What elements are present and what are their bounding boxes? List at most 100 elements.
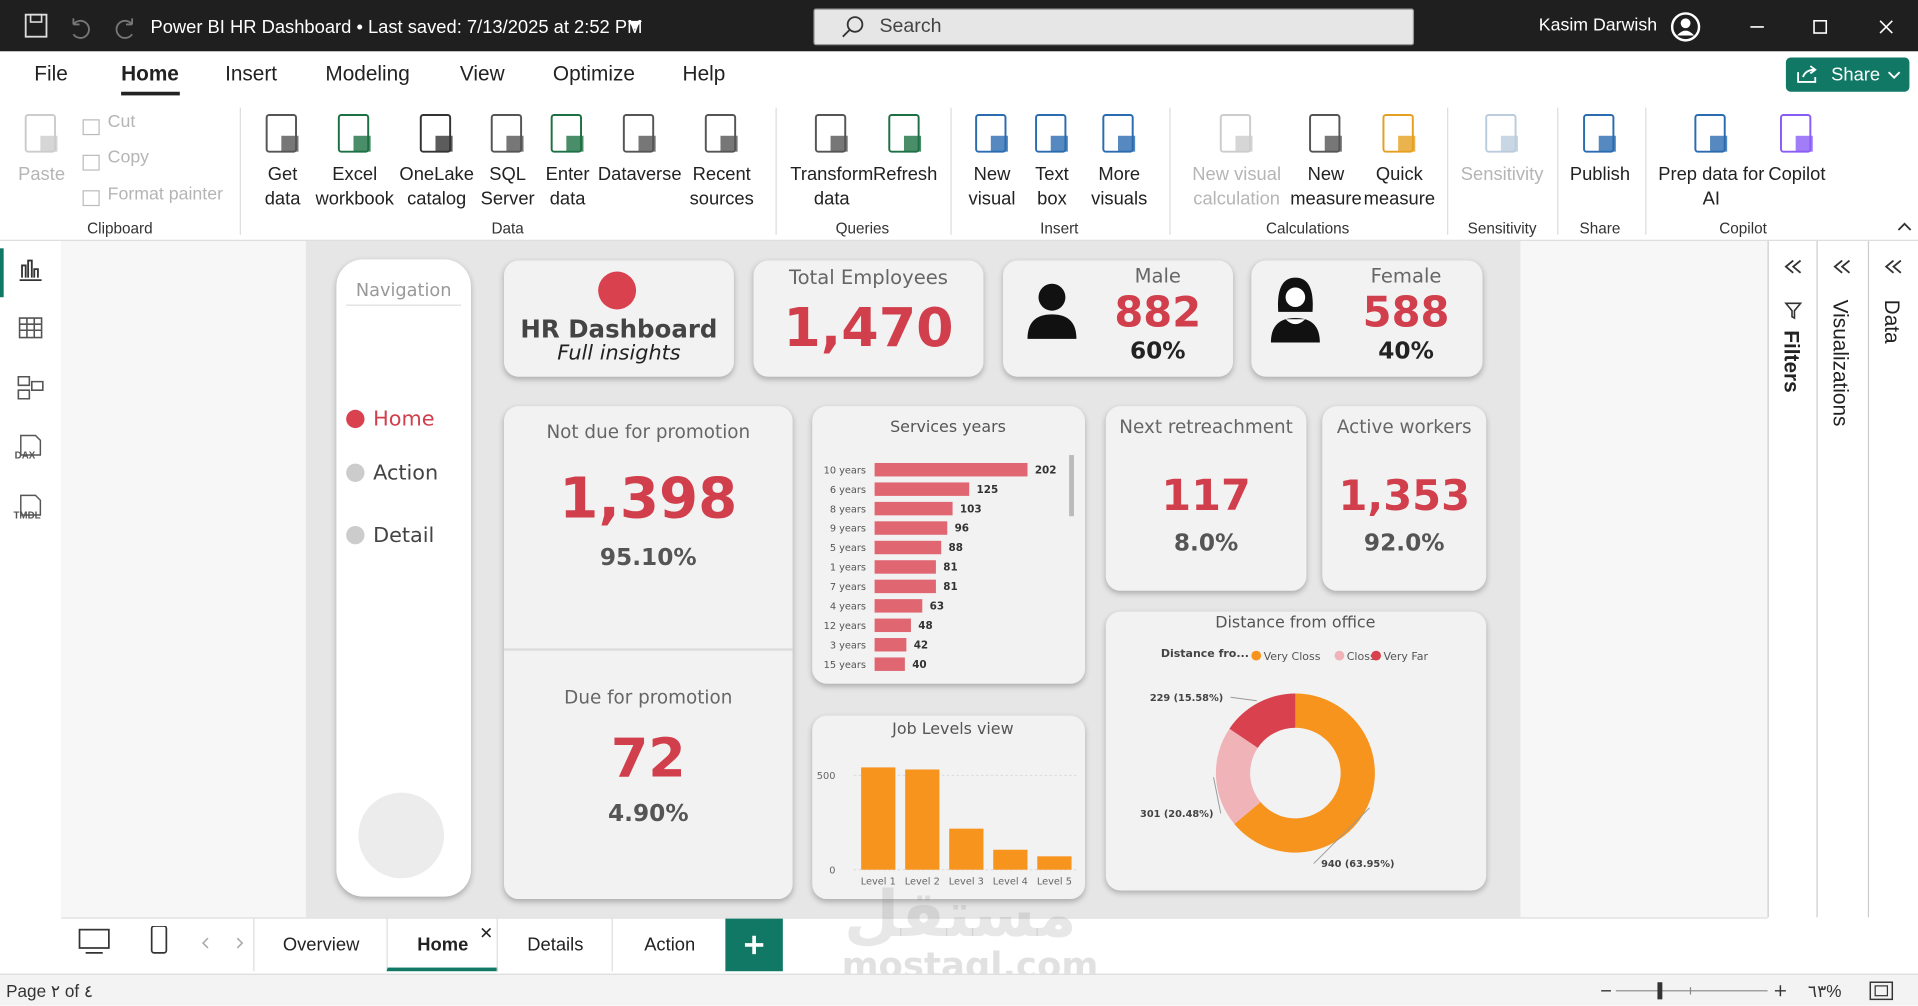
ribbon-button[interactable]: Text box: [1035, 163, 1069, 209]
data-label: 125: [977, 484, 999, 496]
page-tab[interactable]: Overview: [253, 917, 388, 972]
page-tab[interactable]: Action: [611, 917, 728, 972]
kpi-value: 1,470: [783, 297, 954, 360]
visualizations-pane[interactable]: Visualizations: [1816, 240, 1868, 918]
quick-access-icons: [24, 13, 134, 39]
menu-tab[interactable]: Insert: [225, 62, 278, 86]
ribbon-small-button[interactable]: Cut: [107, 112, 136, 133]
menu-tab[interactable]: Optimize: [552, 62, 635, 86]
kpi-value: 1,398: [559, 464, 738, 531]
icon-shape: [1583, 114, 1615, 153]
x-tick-label: Level 4: [993, 876, 1028, 887]
ribbon-small-button[interactable]: Copy: [107, 148, 150, 168]
ribbon-button[interactable]: Transform data: [790, 163, 874, 209]
expand-icon[interactable]: [1783, 258, 1803, 275]
ribbon-button[interactable]: OneLake catalog: [399, 163, 474, 209]
left-rail: DAX TMDL: [0, 240, 63, 918]
tmdl-view-icon[interactable]: [17, 494, 44, 516]
undo-icon[interactable]: [72, 18, 90, 39]
ribbon-button[interactable]: Prep data for AI: [1658, 163, 1765, 209]
fit-frame: [1869, 981, 1894, 1001]
data-pane[interactable]: Data: [1867, 240, 1918, 918]
expand-icon[interactable]: [1832, 258, 1852, 275]
ribbon-button[interactable]: New visual: [968, 163, 1016, 209]
ribbon-button[interactable]: Copilot: [1768, 163, 1826, 185]
zoom-in[interactable]: [1774, 985, 1786, 997]
ribbon-button[interactable]: Enter data: [545, 163, 590, 209]
zoom-slider[interactable]: [1596, 980, 1804, 1002]
ribbon-button[interactable]: New measure: [1290, 163, 1362, 209]
ribbon-button[interactable]: Paste: [18, 163, 66, 185]
add-page-button[interactable]: [725, 918, 783, 972]
ribbon-small-button[interactable]: Format painter: [107, 184, 223, 205]
zoom-level: ٦٣%: [1807, 981, 1842, 1001]
menu-tab[interactable]: Help: [682, 62, 726, 86]
ribbon-separator: [1557, 107, 1559, 235]
collapse-ribbon[interactable]: [1896, 220, 1913, 232]
ribbon-button[interactable]: New visual calculation: [1192, 163, 1282, 209]
kpi-label: Female: [1370, 264, 1442, 288]
bar: [874, 540, 942, 555]
ribbon-icon: [1035, 114, 1068, 153]
nav-item[interactable]: Detail: [346, 524, 434, 548]
ribbon-button[interactable]: Get data: [264, 163, 301, 209]
model-glyph: [17, 375, 44, 400]
title-dropdown[interactable]: [627, 20, 643, 31]
search-box[interactable]: Search: [813, 8, 1415, 46]
data-label: 103: [960, 503, 982, 515]
ribbon-button[interactable]: Excel workbook: [315, 163, 394, 209]
save-icon[interactable]: [24, 13, 48, 38]
nav-item[interactable]: Home: [346, 407, 434, 432]
tab-close[interactable]: [481, 927, 492, 938]
ribbon-icon: [814, 114, 848, 153]
expand-icon[interactable]: [1884, 258, 1904, 275]
mobile-icon[interactable]: [150, 925, 168, 954]
menu-tab[interactable]: Home: [121, 62, 179, 86]
table-view-icon[interactable]: [17, 316, 44, 340]
scroll-arrows[interactable]: [201, 937, 244, 949]
header-title: HR Dashboard: [520, 314, 718, 344]
body: [1027, 314, 1077, 339]
ribbon-button[interactable]: Recent sources: [689, 163, 754, 209]
scrollbar[interactable]: [1069, 455, 1074, 517]
fit-page[interactable]: [1869, 981, 1894, 1001]
slider-thumb[interactable]: [1657, 982, 1663, 1000]
dax-view-icon[interactable]: [17, 434, 44, 456]
page-tab[interactable]: Details: [496, 917, 613, 972]
icon-shape: [1309, 114, 1341, 153]
tmdl-label: TMDL: [13, 510, 41, 522]
share-chevron: [1887, 71, 1901, 79]
desktop-icon[interactable]: [78, 928, 110, 949]
y-tick-label: 6 years: [830, 485, 866, 496]
menu-tab[interactable]: View: [459, 62, 505, 86]
kpi-share: 92.0%: [1363, 529, 1445, 557]
male-icon: [1027, 283, 1077, 339]
doc-glyph: [20, 494, 42, 516]
ribbon-button[interactable]: Sensitivity: [1460, 163, 1544, 185]
maximize[interactable]: [1813, 19, 1828, 34]
kpi-label: Male: [1134, 264, 1181, 288]
ribbon-button[interactable]: Quick measure: [1363, 163, 1436, 209]
ribbon-button[interactable]: Dataverse: [597, 163, 682, 185]
bar: [874, 482, 970, 496]
avatar[interactable]: [1670, 12, 1701, 42]
close[interactable]: [1879, 20, 1893, 34]
menu-tab[interactable]: Modeling: [325, 62, 410, 86]
y-tick-label: 12 years: [824, 621, 866, 632]
navigation-panel: Navigation Home Action Detail: [336, 259, 471, 897]
ribbon-button[interactable]: Refresh: [873, 163, 938, 185]
header-card: HR Dashboard Full insights: [503, 260, 734, 377]
redo-icon[interactable]: [115, 18, 134, 39]
nav-label: Action: [373, 461, 439, 486]
ribbon-button[interactable]: SQL Server: [480, 163, 535, 209]
page-tab[interactable]: Home: [386, 917, 498, 972]
ribbon-button[interactable]: More visuals: [1091, 163, 1148, 209]
ribbon-button[interactable]: Publish: [1569, 163, 1631, 185]
filters-pane[interactable]: Filters: [1767, 240, 1818, 918]
report-view-icon[interactable]: [17, 256, 44, 283]
model-view-icon[interactable]: [16, 374, 45, 401]
menu-tab[interactable]: File: [34, 62, 68, 86]
share-button[interactable]: Share: [1785, 57, 1910, 92]
donut-slice: [1234, 693, 1375, 853]
nav-item[interactable]: Action: [346, 461, 439, 486]
